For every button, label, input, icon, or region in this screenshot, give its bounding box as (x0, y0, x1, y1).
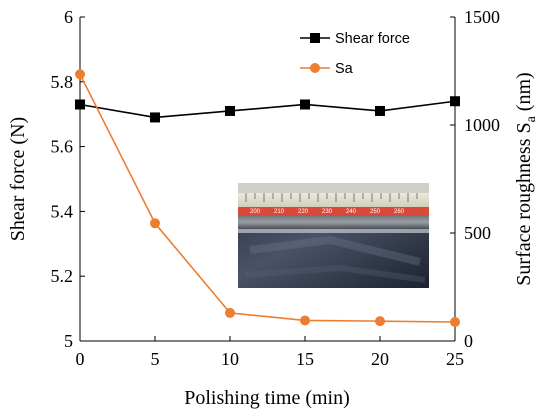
series-line-sa (79, 73, 456, 323)
data-point-shear-force (300, 99, 310, 110)
right-y-tick-label: 500 (464, 223, 491, 243)
left-y-tick-label: 5.2 (51, 266, 74, 286)
data-point-shear-force (225, 105, 235, 116)
right-y-tick-label: 1500 (464, 7, 500, 27)
legend-item-sa: Sa (300, 61, 354, 77)
data-point-shear-force (375, 105, 385, 116)
right-axis-title-unit: (nm) (513, 72, 535, 116)
svg-text:210: 210 (274, 209, 285, 215)
data-point-sa (150, 218, 160, 229)
right-axis-title-main: Surface roughness S (513, 122, 535, 285)
data-point-sa (225, 307, 235, 318)
data-point-shear-force (75, 99, 85, 110)
svg-text:250: 250 (370, 209, 381, 215)
right-y-tick-label: 0 (464, 331, 473, 351)
legend-label-sa: Sa (335, 61, 354, 77)
legend-marker-shear-force (310, 33, 320, 43)
left-y-tick-label: 5.6 (51, 137, 74, 157)
ticks (79, 16, 456, 342)
data-point-shear-force (450, 96, 460, 107)
x-axis-title: Polishing time (min) (184, 387, 350, 409)
svg-text:230: 230 (322, 209, 333, 215)
left-y-tick-label: 5 (64, 331, 73, 351)
left-axis-title: Shear force (N) (7, 117, 29, 241)
legend-item-shear-force: Shear force (300, 31, 410, 47)
x-tick-label: 5 (151, 349, 160, 369)
data-point-sa (450, 316, 460, 327)
right-y-tick-label: 1000 (464, 115, 500, 135)
left-y-tick-label: 6 (64, 7, 73, 27)
x-tick-label: 20 (371, 349, 389, 369)
plot-frame (79, 17, 456, 342)
svg-text:240: 240 (346, 209, 357, 215)
series-line-shear-force (79, 100, 456, 119)
left-y-tick-label: 5.4 (51, 201, 74, 221)
svg-text:260: 260 (394, 209, 405, 215)
x-tick-label: 25 (446, 349, 464, 369)
svg-text:220: 220 (298, 209, 309, 215)
data-point-sa (75, 69, 85, 80)
data-point-shear-force (150, 112, 160, 123)
legend-marker-sa (310, 63, 320, 73)
data-point-sa (375, 316, 385, 327)
svg-text:200: 200 (250, 209, 261, 215)
series (75, 69, 460, 327)
left-y-tick-label: 5.8 (51, 72, 74, 92)
legend-label-shear-force: Shear force (335, 31, 410, 47)
data-point-sa (300, 315, 310, 326)
x-tick-label: 15 (296, 349, 314, 369)
x-tick-label: 10 (221, 349, 239, 369)
x-tick-label: 0 (76, 349, 85, 369)
right-axis-title: Surface roughness Sa (nm) (513, 72, 539, 285)
legend: Shear force Sa (300, 31, 410, 77)
inset-photo: 200 210 220 230 240 250 260 (238, 183, 429, 288)
right-axis-title-sub: a (524, 115, 539, 122)
